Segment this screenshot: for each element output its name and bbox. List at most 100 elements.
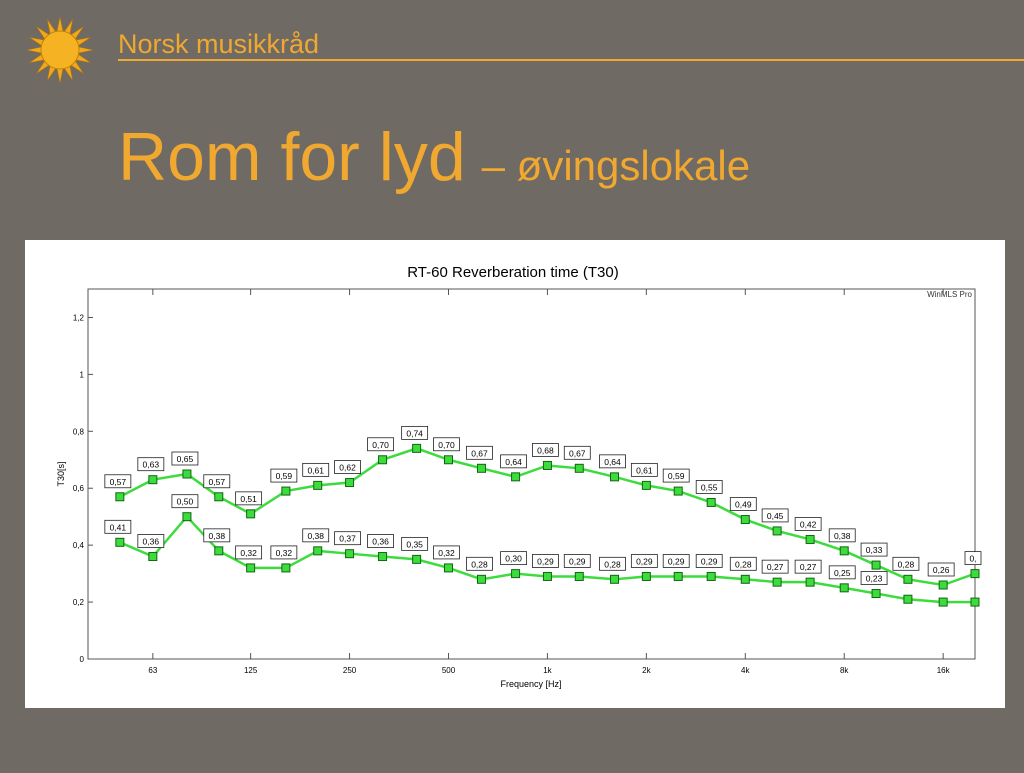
y-tick-label: 0,4 xyxy=(73,541,85,550)
data-label: 0, xyxy=(969,554,976,564)
point-marker xyxy=(476,574,486,584)
point-marker xyxy=(706,571,716,581)
point-marker xyxy=(839,546,849,556)
label-box xyxy=(104,519,132,534)
data-label: 0,29 xyxy=(668,556,685,566)
label-box xyxy=(532,554,559,568)
point-marker xyxy=(740,574,750,584)
data-label: 0,67 xyxy=(471,448,488,458)
label-box xyxy=(860,542,888,557)
data-label: 0,55 xyxy=(701,482,718,492)
point-marker xyxy=(641,480,651,490)
data-label: 0,51 xyxy=(240,494,257,504)
data-label: 0,41 xyxy=(110,522,127,532)
label-box xyxy=(761,508,789,523)
label-box xyxy=(828,565,856,580)
y-tick-label: 0,6 xyxy=(73,484,85,493)
plot: 0 0,2 0,4 0,6 0,8 1 1,2 63 125 250 500 1k 2k 4k 8k 16k 0… xyxy=(73,289,982,675)
y-tick-label: 1,2 xyxy=(73,313,85,322)
label-box xyxy=(171,494,199,509)
data-label: 0,57 xyxy=(110,477,127,487)
y-tick-label: 0,2 xyxy=(73,598,85,607)
label-box xyxy=(964,551,982,566)
label-box xyxy=(302,462,330,477)
label-box xyxy=(563,554,591,568)
data-label: 0,38 xyxy=(834,531,851,541)
label-box xyxy=(104,474,132,489)
data-label: 0,28 xyxy=(735,559,752,569)
label-box xyxy=(137,457,165,472)
data-label: 0,61 xyxy=(636,465,653,475)
data-label: 0,70 xyxy=(438,440,455,450)
point-marker xyxy=(115,492,125,502)
x-tick-label: 125 xyxy=(244,666,258,675)
point-marker xyxy=(511,472,521,482)
label-box xyxy=(334,531,361,546)
point-marker xyxy=(443,455,453,465)
point-marker xyxy=(871,560,881,570)
data-label: 0,26 xyxy=(933,565,950,575)
y-tick-label: 1 xyxy=(80,370,85,379)
label-box xyxy=(367,437,394,452)
label-box xyxy=(203,474,231,489)
label-box xyxy=(794,559,822,574)
point-marker xyxy=(246,509,256,519)
label-box xyxy=(828,528,856,543)
point-marker xyxy=(182,512,192,522)
point-marker xyxy=(938,580,948,590)
data-label: 0,38 xyxy=(307,531,324,541)
point-marker xyxy=(610,472,620,482)
label-box xyxy=(599,556,626,571)
point-marker xyxy=(839,583,849,593)
point-marker xyxy=(610,574,620,584)
label-box xyxy=(563,445,591,460)
point-marker xyxy=(903,574,913,584)
data-label: 0,25 xyxy=(834,568,851,578)
data-label: 0,28 xyxy=(604,559,621,569)
data-label: 0,27 xyxy=(800,562,817,572)
point-marker xyxy=(706,497,716,507)
y-tick-label: 0,8 xyxy=(73,427,85,436)
label-box xyxy=(860,571,888,585)
x-tick-label: 2k xyxy=(642,666,651,675)
label-box xyxy=(761,559,789,574)
data-label: 0,30 xyxy=(505,554,522,564)
label-box xyxy=(500,551,527,566)
label-box xyxy=(729,497,757,511)
label-box xyxy=(137,534,165,548)
point-marker xyxy=(673,486,683,496)
x-tick-label: 16k xyxy=(937,666,951,675)
label-box xyxy=(729,556,757,571)
data-label: 0,59 xyxy=(668,471,685,481)
logo-sun xyxy=(40,30,80,70)
data-label: 0,38 xyxy=(209,531,226,541)
data-label: 0,50 xyxy=(177,497,194,507)
label-box xyxy=(892,556,920,571)
data-label: 0,27 xyxy=(767,562,784,572)
point-marker xyxy=(214,492,224,502)
point-marker xyxy=(574,571,584,581)
point-marker xyxy=(281,486,291,496)
point-marker xyxy=(542,571,552,581)
x-tick-label: 250 xyxy=(343,666,357,675)
point-marker xyxy=(412,554,422,564)
point-marker xyxy=(772,577,782,587)
point-marker xyxy=(246,563,256,573)
point-marker xyxy=(115,537,125,547)
x-tick-label: 4k xyxy=(741,666,750,675)
label-box xyxy=(662,554,690,568)
data-label: 0,42 xyxy=(800,519,817,529)
label-box xyxy=(203,528,231,543)
label-box xyxy=(302,528,330,543)
data-label: 0,59 xyxy=(276,471,293,481)
data-label: 0,35 xyxy=(406,539,423,549)
point-marker xyxy=(511,569,521,579)
point-marker xyxy=(871,589,881,599)
label-box xyxy=(401,536,429,551)
point-marker xyxy=(641,571,651,581)
slide-title: Rom for lyd – øvingslokale xyxy=(118,119,750,195)
point-marker xyxy=(378,552,388,562)
label-box xyxy=(433,437,460,452)
point-marker xyxy=(214,546,224,556)
label-box xyxy=(630,554,658,568)
